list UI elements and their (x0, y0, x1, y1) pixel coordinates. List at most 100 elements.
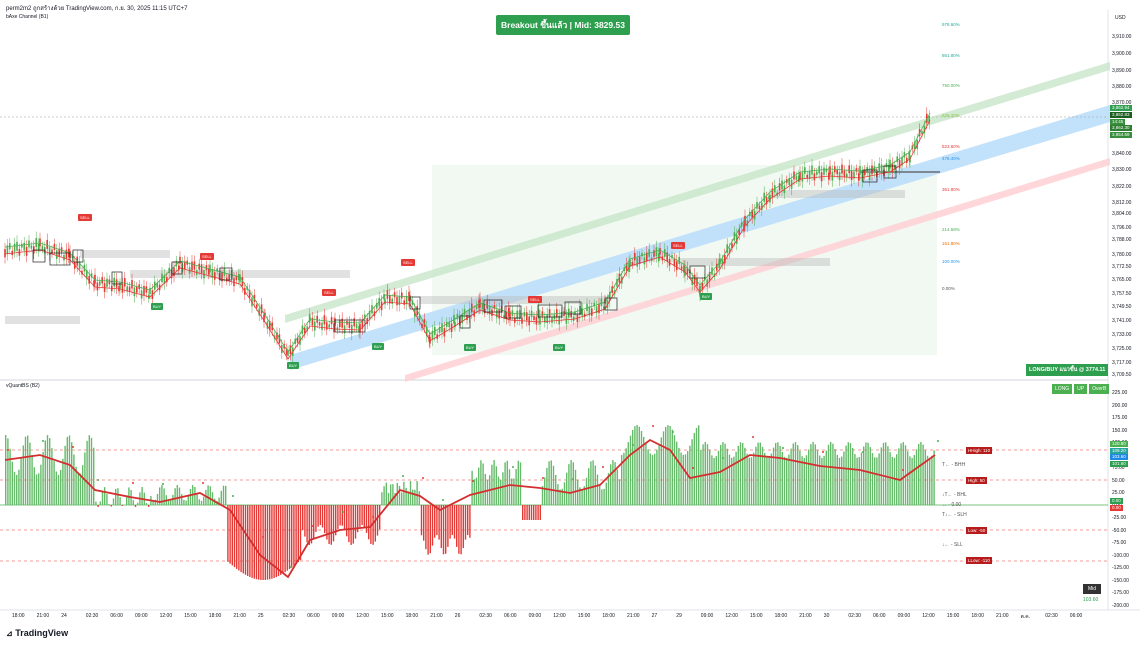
histogram-bar (772, 447, 775, 505)
histogram-bar (544, 477, 546, 505)
price-candle (60, 247, 63, 253)
price-candle (686, 267, 689, 275)
oscillator-dot (442, 499, 444, 501)
histogram-bar (742, 443, 744, 505)
supply-demand-zone (680, 258, 830, 266)
histogram-bar (568, 464, 570, 505)
histogram-bar (768, 457, 770, 505)
histogram-bar (222, 485, 225, 505)
histogram-bar (733, 456, 735, 505)
price-candle (358, 325, 360, 332)
buy-signal-tag: BUY (372, 343, 385, 350)
price-candle (629, 259, 631, 267)
histogram-bar (271, 505, 273, 579)
histogram-bar (101, 491, 104, 505)
histogram-bar (392, 484, 394, 505)
price-axis-label: 3,796.00 (1112, 225, 1132, 231)
oscillator-dot (782, 447, 784, 449)
price-candle (133, 287, 136, 297)
price-axis-label: 3,757.50 (1112, 291, 1132, 297)
price-candle (191, 261, 193, 271)
price-axis-label: 3,717.00 (1112, 360, 1132, 366)
supply-demand-zone (775, 190, 905, 198)
time-axis-label: 18:00 (405, 613, 419, 619)
time-axis-label: 06:00 (110, 613, 123, 619)
price-axis-label: 3,890.00 (1112, 68, 1132, 74)
histogram-bar (9, 448, 11, 505)
time-axis-label: 02:30 (1045, 613, 1058, 619)
price-candle (600, 298, 603, 307)
price-candle (811, 165, 813, 175)
price-candle (318, 322, 321, 326)
histogram-bar (511, 478, 513, 505)
histogram-bar (401, 492, 403, 505)
histogram-bar (812, 442, 814, 505)
consolidation-box (504, 305, 522, 319)
price-candle (128, 286, 131, 292)
histogram-bar (475, 477, 478, 505)
price-candle (843, 170, 846, 178)
histogram-bar (225, 485, 227, 505)
price-candle (316, 315, 318, 323)
price-candle (163, 275, 166, 284)
histogram-bar (205, 489, 207, 505)
price-candle (99, 281, 101, 286)
histogram-bar (761, 446, 764, 505)
price-candle (21, 243, 23, 248)
price-candle (238, 274, 240, 281)
price-candle (106, 278, 108, 287)
histogram-bar (797, 445, 799, 505)
tradingview-logo-icon: ⊿ (6, 629, 13, 638)
price-candle (198, 263, 200, 270)
price-candle (581, 308, 583, 316)
price-candle (804, 167, 806, 174)
histogram-bar (616, 469, 618, 505)
value-axis-label: 175.00 (1112, 415, 1128, 421)
fib-level-label: 361.80% (942, 187, 960, 192)
time-axis-label: 06:00 (504, 613, 517, 619)
histogram-bar (427, 505, 429, 555)
time-axis-label: 15:00 (946, 613, 960, 619)
price-candle (548, 309, 551, 318)
level-box: LLow: -110 (966, 557, 992, 564)
status-badge: UP (1074, 384, 1088, 394)
histogram-bar (348, 505, 350, 543)
price-candle (908, 151, 910, 160)
price-candle (93, 280, 95, 287)
fib-level-label: 161.80% (942, 241, 960, 246)
price-candle (481, 303, 484, 310)
price-candle (498, 309, 500, 319)
histogram-bar (154, 499, 156, 505)
histogram-bar (273, 505, 275, 578)
oscillator-dot (232, 495, 234, 497)
histogram-bar (313, 505, 315, 539)
histogram-bar (436, 505, 438, 536)
price-candle (260, 304, 263, 314)
price-candle (216, 268, 218, 272)
histogram-bar (559, 489, 561, 505)
price-candle (704, 277, 706, 281)
histogram-bar (467, 505, 469, 536)
histogram-bar (592, 460, 594, 505)
histogram-bar (753, 452, 755, 505)
histogram-bar (775, 442, 777, 505)
histogram-bar (493, 460, 495, 505)
histogram-bar (574, 469, 577, 505)
price-candle (588, 306, 591, 316)
time-axis-label: 21:00 (430, 613, 443, 619)
price-axis-label: 3,910.00 (1112, 34, 1132, 40)
histogram-bar (95, 501, 97, 505)
oscillator-dot (602, 466, 604, 468)
histogram-bar (379, 505, 381, 530)
histogram-bar (581, 489, 583, 505)
price-axis-label: 3,812.00 (1112, 200, 1132, 206)
price-candle (173, 267, 175, 276)
histogram-bar (922, 444, 924, 505)
time-axis-label: 06:00 (873, 613, 886, 619)
time-axis-label: 15:00 (750, 613, 763, 619)
histogram-bar (865, 442, 867, 505)
histogram-bar (649, 453, 651, 505)
consolidation-box (219, 267, 233, 281)
histogram-bar (211, 492, 214, 505)
